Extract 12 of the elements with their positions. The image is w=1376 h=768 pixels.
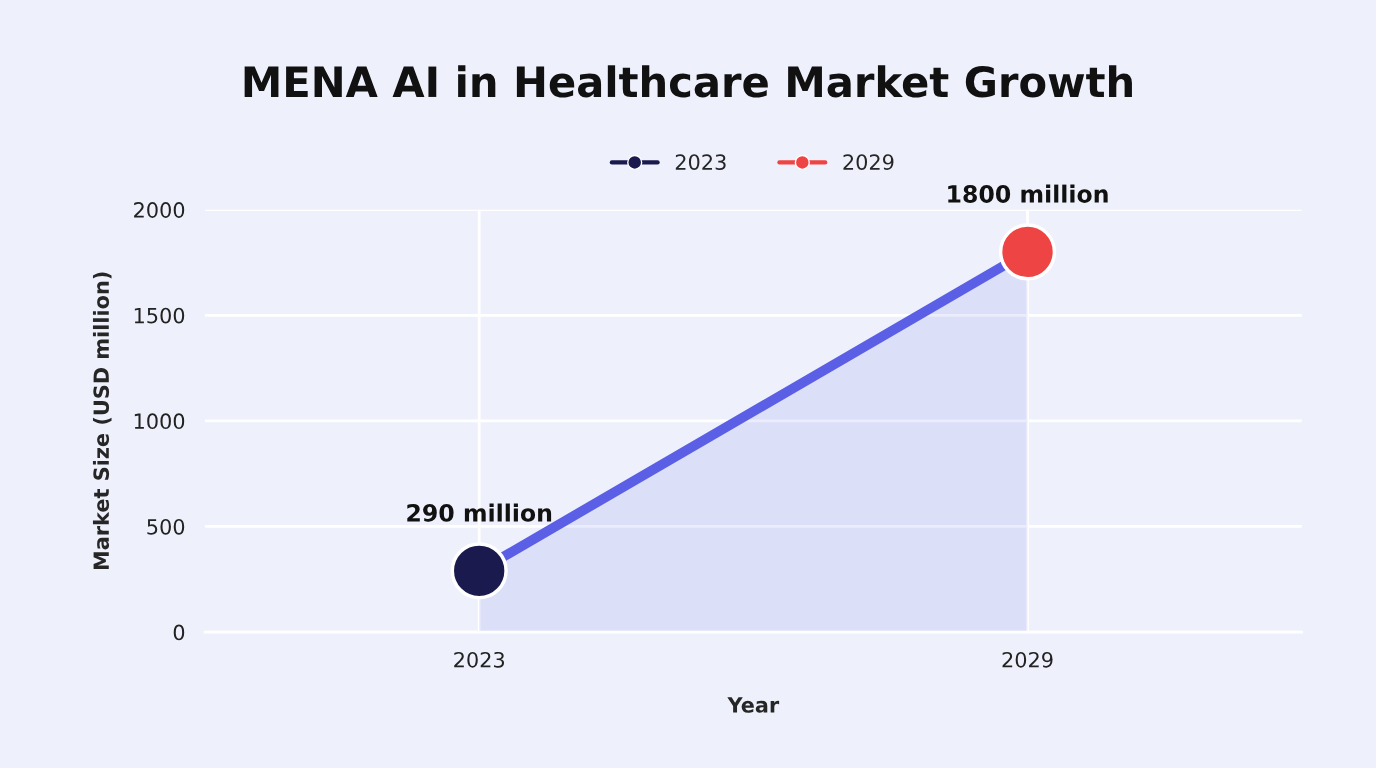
y-tick-label: 2000	[134, 202, 185, 218]
legend-label: 2023	[675, 154, 726, 170]
data-label: 290 million	[407, 503, 552, 522]
y-axis-title: Market Size (USD million)	[92, 272, 112, 570]
y-tick-label: 0	[173, 624, 185, 641]
y-tick-label: 1500	[134, 307, 185, 324]
chart-title: MENA AI in Healthcare Market Growth	[244, 65, 1132, 98]
legend-label: 2029	[843, 154, 894, 170]
x-axis-title: Year	[727, 697, 780, 713]
data-label: 1800 million	[948, 184, 1108, 203]
y-tick-label: 500	[147, 518, 185, 535]
y-tick-label: 1000	[134, 413, 185, 430]
